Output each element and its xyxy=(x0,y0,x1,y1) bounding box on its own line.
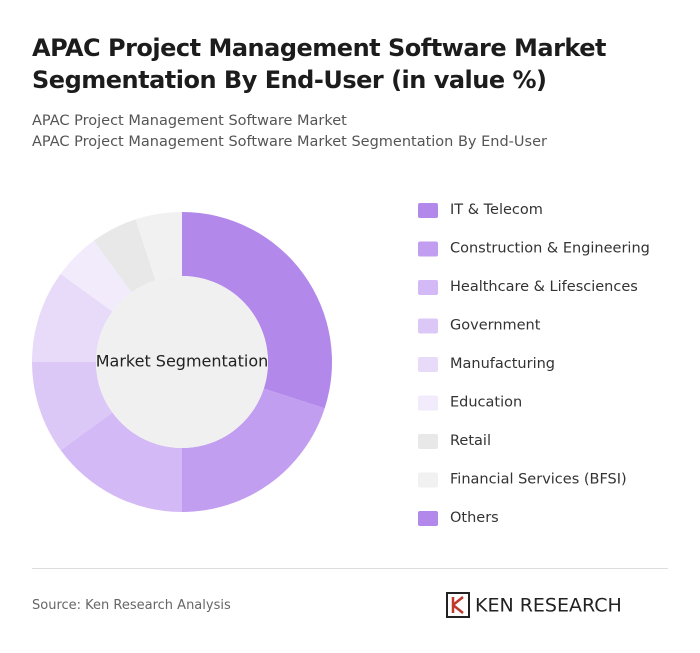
legend-swatch xyxy=(418,511,438,526)
donut-hole xyxy=(96,276,268,448)
donut-segment xyxy=(93,219,156,293)
legend-label: Construction & Engineering xyxy=(450,241,650,257)
logo-k xyxy=(451,596,464,614)
legend-swatch xyxy=(418,434,438,449)
donut-segment xyxy=(32,273,113,362)
donut-segment xyxy=(135,212,182,281)
brand: KEN RESEARCH xyxy=(475,595,622,617)
legend-label: Manufacturing xyxy=(450,356,555,372)
legend-swatch xyxy=(418,203,438,218)
donut-segment xyxy=(32,362,113,451)
legend-label: Education xyxy=(450,395,522,411)
legend-label: Government xyxy=(450,318,541,334)
legend-swatch xyxy=(418,395,438,411)
subtitle: APAC Project Management Software Market xyxy=(32,113,347,129)
legend-label: Retail xyxy=(450,433,491,449)
legend-swatch xyxy=(418,472,438,488)
donut-segment xyxy=(182,388,325,512)
donut-segment xyxy=(182,212,332,409)
legend-label: Others xyxy=(450,510,499,526)
divider xyxy=(32,568,668,569)
legend-label: Healthcare & Lifesciences xyxy=(450,279,638,295)
chart: Market Segmentation IT & Telecom Construct… xyxy=(32,202,650,526)
chart-title: APAC Project Management Software Market … xyxy=(32,34,607,94)
logo-box xyxy=(446,592,470,618)
source: Source: Ken Research Analysis xyxy=(32,598,231,613)
legend-swatch xyxy=(418,241,438,257)
legend-label: Financial Services (BFSI) xyxy=(450,472,627,488)
legend-swatch xyxy=(418,318,438,334)
legend-label: IT & Telecom xyxy=(450,202,543,218)
logo: KEN RESEARCH xyxy=(446,592,622,618)
legend-swatch xyxy=(418,280,438,295)
legend-swatch xyxy=(418,357,438,372)
subtitle: APAC Project Management Software Market … xyxy=(32,134,547,150)
donut-segment xyxy=(60,412,183,512)
center-label: Market Segmentation xyxy=(96,352,269,371)
donut-segment xyxy=(60,240,132,312)
